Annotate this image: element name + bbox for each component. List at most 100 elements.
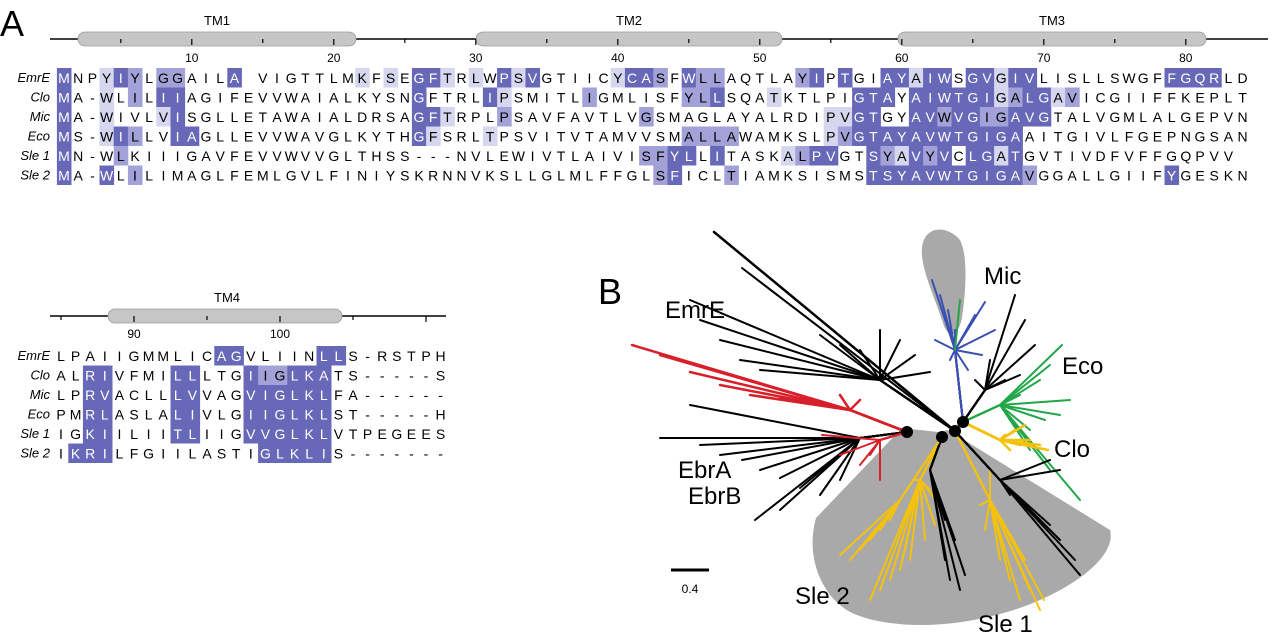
residue: M — [669, 129, 681, 145]
shade-cell — [937, 68, 952, 88]
residue: I — [985, 109, 989, 125]
species-name: Eco — [28, 407, 50, 422]
residue: P — [471, 109, 480, 125]
residue: V — [258, 70, 268, 86]
shade-cell — [287, 404, 303, 424]
tree-branch — [998, 438, 1012, 452]
residue: A — [1224, 129, 1234, 145]
residue: G — [840, 148, 851, 164]
residue: T — [174, 426, 183, 442]
shade-cell — [56, 165, 72, 185]
residue: L — [291, 387, 299, 403]
residue: Q — [1195, 70, 1206, 86]
shade-cell — [923, 107, 938, 127]
residue: G — [275, 387, 286, 403]
tree-branch — [879, 379, 956, 432]
tree-branch — [929, 469, 946, 521]
residue: Y — [372, 129, 382, 145]
residue: G — [1180, 70, 1191, 86]
residue: I — [147, 148, 151, 164]
residue: G — [328, 129, 339, 145]
residue: G — [967, 109, 978, 125]
tree-branch — [999, 479, 1011, 496]
residue: A — [319, 368, 329, 384]
residue: M — [569, 168, 581, 184]
tree-branch — [759, 369, 881, 381]
residue: F — [330, 168, 339, 184]
residue: W — [100, 129, 114, 145]
residue: A — [187, 129, 197, 145]
shade-cell — [937, 146, 952, 166]
residue: I — [318, 109, 322, 125]
residue: N — [400, 90, 410, 106]
residue: T — [954, 129, 963, 145]
residue: S — [334, 407, 343, 423]
residue: S — [869, 148, 878, 164]
residue: L — [1026, 90, 1034, 106]
shade-cell — [113, 68, 129, 88]
residue: L — [472, 129, 480, 145]
residue: G — [1138, 129, 1149, 145]
residue: W — [285, 90, 299, 106]
tree-branch — [999, 469, 1061, 481]
residue: V — [1025, 109, 1035, 125]
residue: R — [1209, 70, 1219, 86]
residue: - — [394, 407, 399, 423]
clade-label-ebra: EbrA — [678, 457, 731, 484]
residue: P — [826, 109, 835, 125]
residue: A — [1025, 129, 1035, 145]
shade-cell — [908, 146, 924, 166]
residue: G — [1109, 109, 1120, 125]
shade-cell — [170, 107, 186, 127]
residue: A — [883, 90, 893, 106]
residue: C — [698, 168, 708, 184]
shade-cell — [316, 365, 332, 385]
shade-cell — [243, 365, 259, 385]
shade-cell — [994, 146, 1009, 166]
shade-cell — [56, 68, 72, 88]
residue: G — [996, 90, 1007, 106]
residue: L — [699, 129, 707, 145]
residue: L — [685, 148, 693, 164]
residue: N — [1181, 129, 1191, 145]
tree-branch — [934, 339, 956, 351]
residue: V — [1025, 70, 1035, 86]
residue: L — [472, 90, 480, 106]
residue: R — [371, 109, 381, 125]
shade-cell — [1207, 68, 1222, 88]
residue: Y — [897, 90, 907, 106]
residue: F — [614, 168, 623, 184]
residue: R — [783, 109, 793, 125]
species-name: Sle 2 — [20, 446, 50, 461]
tree-branch — [904, 479, 921, 551]
residue: I — [715, 148, 719, 164]
residue: I — [545, 129, 549, 145]
residue: F — [1153, 70, 1162, 86]
shade-cell — [99, 165, 115, 185]
shade-cell — [681, 87, 697, 107]
tree-branch — [779, 437, 861, 479]
shade-cell — [272, 385, 288, 405]
residue: G — [391, 426, 402, 442]
shade-cell — [1022, 107, 1038, 127]
residue: L — [713, 70, 721, 86]
residue: Q — [740, 70, 751, 86]
tm4-label: TM4 — [214, 290, 240, 305]
residue: E — [244, 109, 253, 125]
shade-cell — [185, 404, 201, 424]
residue: I — [630, 148, 634, 164]
shade-cell — [97, 365, 113, 385]
residue: T — [232, 446, 241, 462]
residue: S — [656, 109, 665, 125]
shade-cell — [852, 126, 867, 146]
residue: G — [967, 168, 978, 184]
shade-cell — [908, 165, 924, 185]
shade-cell — [951, 87, 967, 107]
residue: L — [320, 348, 328, 364]
shade-cell — [82, 404, 98, 424]
shade-cell — [852, 107, 867, 127]
residue: M — [612, 129, 624, 145]
residue: S — [755, 148, 764, 164]
species-name: Clo — [30, 90, 50, 105]
residue: L — [174, 348, 182, 364]
